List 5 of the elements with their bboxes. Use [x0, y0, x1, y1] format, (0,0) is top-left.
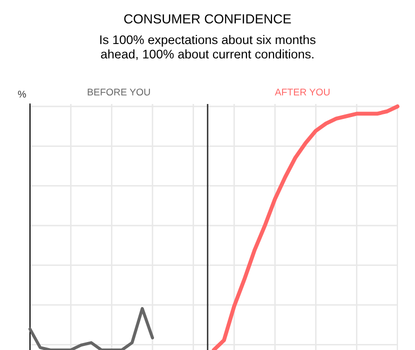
text: AFTER YOU	[274, 88, 330, 96]
y-axis-title: %	[18, 90, 26, 98]
chart-subtitle: Is 100% expectations about six months ahead, 100% about current conditions.	[100, 34, 316, 60]
text: BEFORE YOU	[88, 88, 150, 96]
chart-title: CONSUMER CONFIDENCE	[124, 14, 291, 24]
